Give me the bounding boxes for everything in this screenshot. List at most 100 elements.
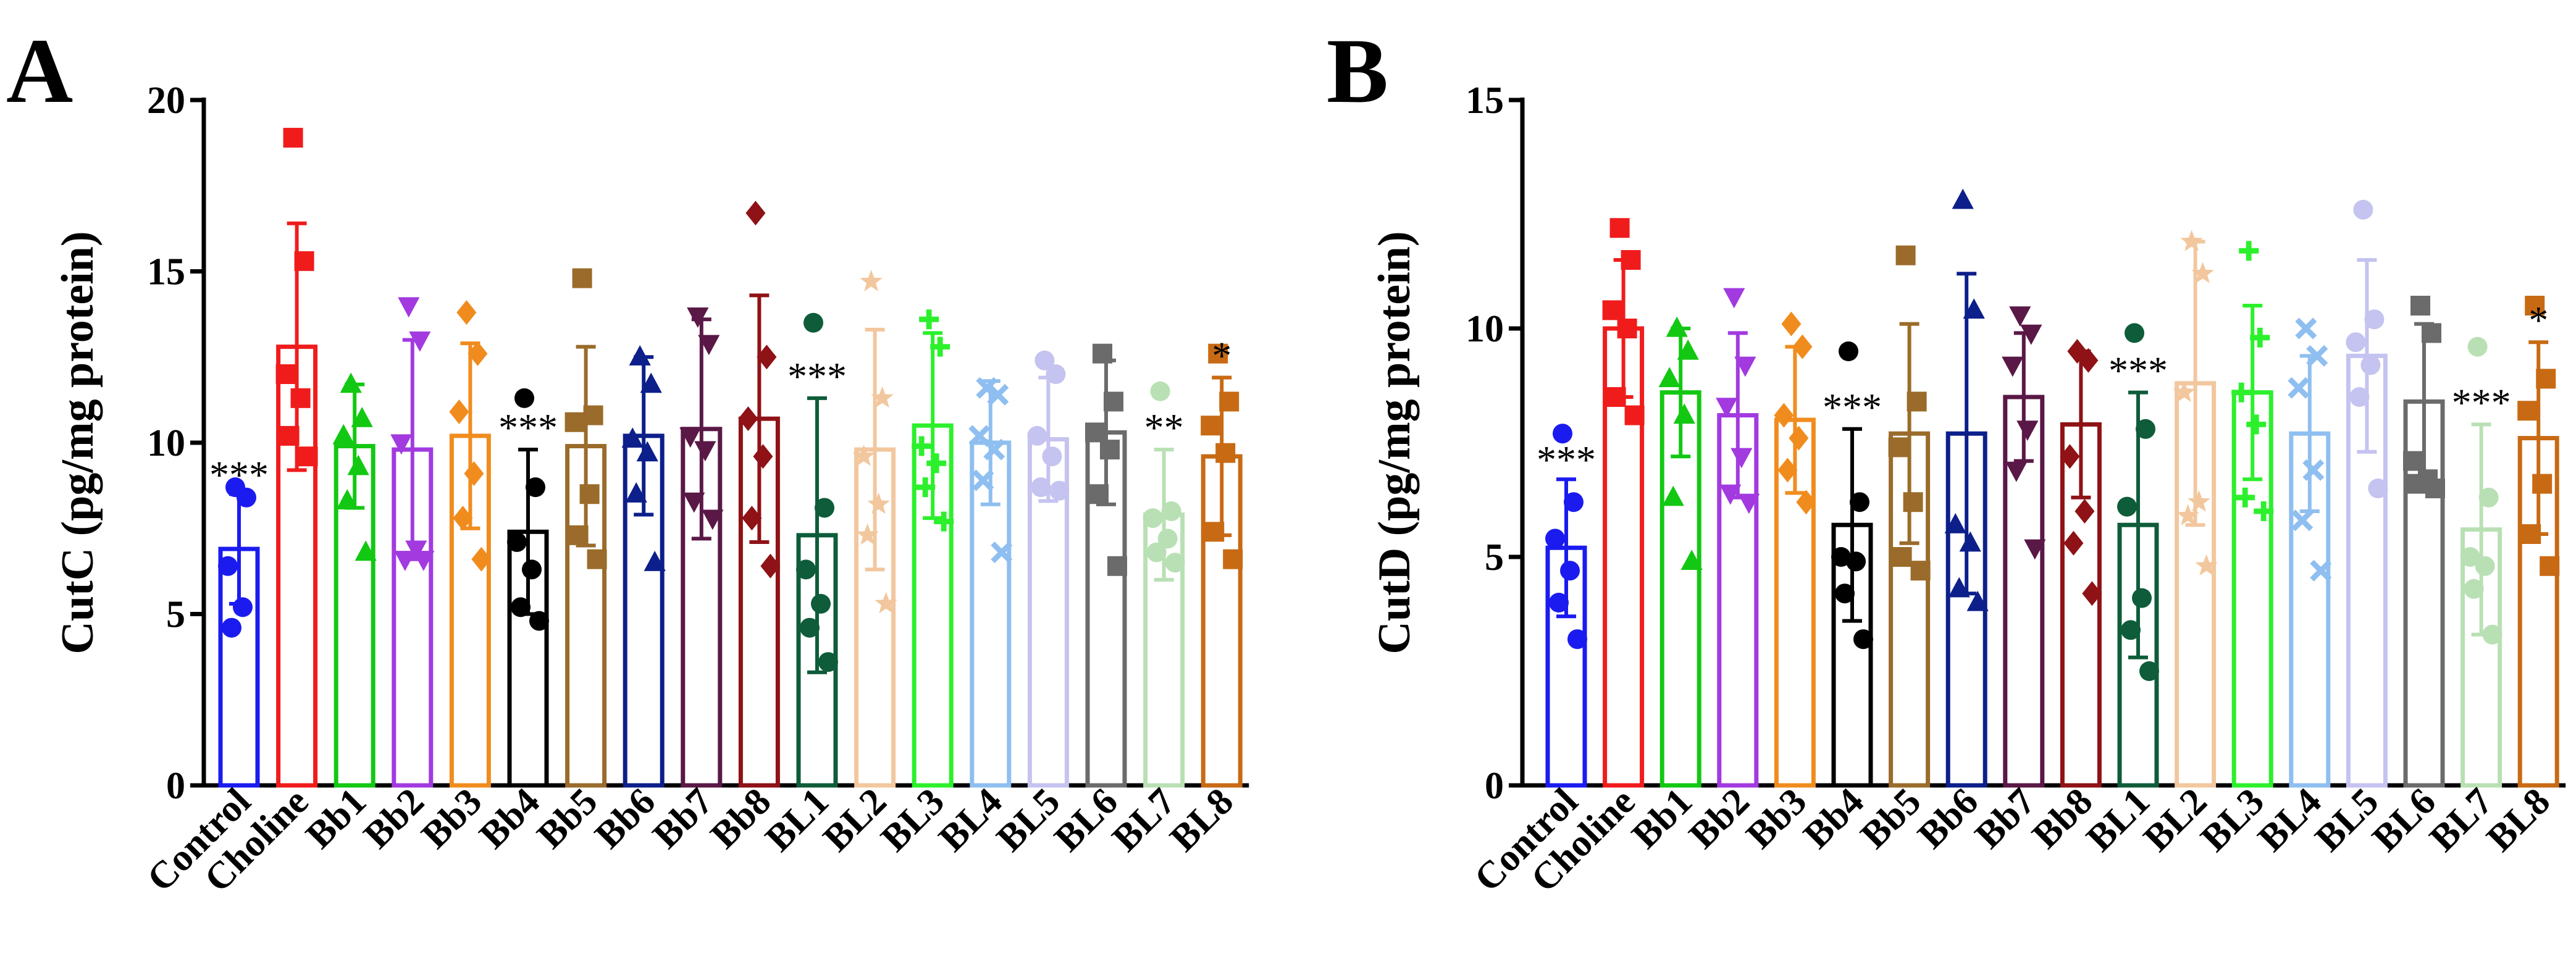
y-tick-label: 5 xyxy=(166,594,185,636)
data-point xyxy=(912,436,932,456)
data-point xyxy=(644,551,666,571)
data-point xyxy=(683,492,705,513)
data-point xyxy=(1545,529,1565,549)
data-point xyxy=(1907,391,1927,412)
data-point xyxy=(2239,241,2259,261)
data-point xyxy=(629,345,651,366)
data-point xyxy=(1602,300,1622,320)
data-point xyxy=(2075,499,2095,524)
data-point xyxy=(2478,487,2499,508)
data-point xyxy=(796,559,816,580)
data-point xyxy=(529,611,549,631)
data-point xyxy=(867,492,890,514)
data-point xyxy=(2188,490,2210,512)
data-point xyxy=(1215,443,1236,463)
data-point xyxy=(340,372,362,393)
data-point xyxy=(456,300,477,325)
data-point xyxy=(1553,424,1572,444)
data-point xyxy=(625,482,647,503)
data-point xyxy=(283,128,303,148)
data-point xyxy=(1850,492,1869,512)
data-point xyxy=(583,405,603,425)
data-point xyxy=(1792,334,1813,359)
data-point xyxy=(390,434,413,455)
data-point xyxy=(2024,539,2046,560)
data-point xyxy=(453,506,473,531)
data-point xyxy=(2475,556,2495,576)
data-point xyxy=(233,597,253,617)
data-point xyxy=(2082,581,2102,606)
data-point xyxy=(694,441,716,462)
data-point xyxy=(1621,250,1641,270)
data-point xyxy=(1165,553,1185,573)
data-point xyxy=(1223,549,1243,569)
data-point xyxy=(640,372,662,393)
data-point xyxy=(2310,559,2332,582)
data-point xyxy=(2246,414,2267,435)
data-point xyxy=(587,549,607,569)
data-point xyxy=(2060,444,2080,469)
data-point xyxy=(468,341,488,366)
data-point xyxy=(1658,367,1680,387)
data-point xyxy=(803,312,823,333)
data-point xyxy=(1567,629,1587,650)
data-point xyxy=(1789,425,1809,451)
data-point xyxy=(1204,522,1225,542)
data-point xyxy=(579,484,600,504)
data-point xyxy=(1723,288,1745,309)
data-point xyxy=(568,525,589,545)
data-point xyxy=(275,364,296,384)
data-point xyxy=(926,453,947,474)
x-tick-label: Bb6 xyxy=(587,780,663,857)
data-point xyxy=(2125,323,2144,343)
data-point xyxy=(564,412,585,432)
data-point xyxy=(1049,480,1070,501)
significance-label: *** xyxy=(1537,438,1596,482)
data-point xyxy=(1107,556,1127,576)
data-point xyxy=(1680,550,1703,570)
significance-label: *** xyxy=(2452,380,2511,424)
data-point xyxy=(702,509,724,530)
data-point xyxy=(2231,382,2252,403)
data-point xyxy=(1966,590,1989,611)
data-point xyxy=(2254,501,2274,521)
data-point xyxy=(2368,479,2388,498)
data-point xyxy=(279,425,300,446)
data-point xyxy=(856,523,879,545)
data-point xyxy=(621,427,644,448)
data-point xyxy=(753,444,773,469)
data-point xyxy=(738,406,758,432)
data-point xyxy=(2540,556,2560,576)
data-point xyxy=(1892,547,1912,567)
data-point xyxy=(336,489,358,509)
data-point xyxy=(2191,262,2214,283)
data-point xyxy=(2117,496,2137,517)
data-point xyxy=(526,477,545,498)
data-point xyxy=(1549,593,1569,613)
significance-label: * xyxy=(2528,298,2548,342)
y-tick-label: 10 xyxy=(1466,308,1504,350)
data-point xyxy=(1606,387,1626,407)
data-point xyxy=(1959,531,1981,552)
data-point xyxy=(972,469,994,491)
panel-letter-b: B xyxy=(1327,20,1388,122)
x-tick-label: Bb1 xyxy=(298,780,374,857)
data-point xyxy=(294,251,314,271)
data-point xyxy=(218,556,238,576)
data-point xyxy=(1100,440,1120,460)
data-point xyxy=(1910,561,1931,581)
data-point xyxy=(2288,377,2310,399)
significance-label: *** xyxy=(787,354,847,398)
data-point xyxy=(1796,490,1816,515)
data-point xyxy=(1624,405,1645,425)
data-point xyxy=(1673,403,1695,424)
data-point xyxy=(1617,319,1637,338)
data-point xyxy=(2425,479,2445,498)
data-point xyxy=(983,438,1005,461)
data-point xyxy=(522,559,542,580)
data-point xyxy=(2020,324,2042,345)
data-point xyxy=(687,307,709,328)
data-point xyxy=(1952,188,1974,209)
data-point xyxy=(1161,501,1181,521)
data-point xyxy=(2521,524,2541,544)
